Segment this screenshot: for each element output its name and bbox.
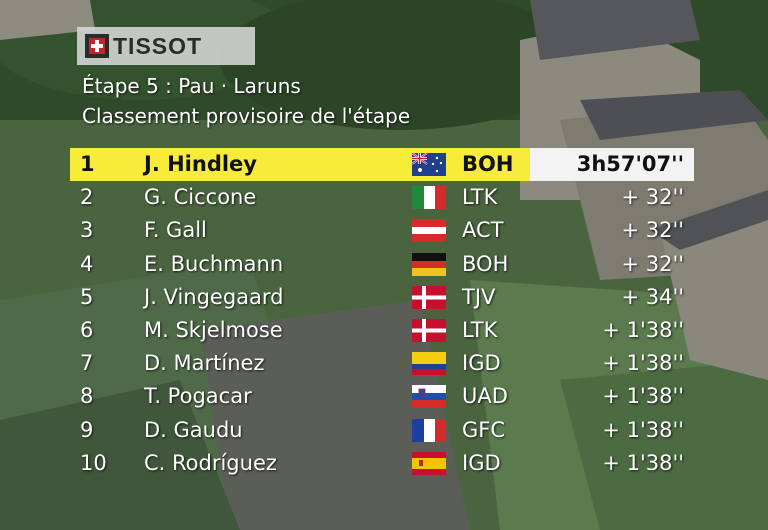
- rider-name: C. Rodríguez: [144, 450, 277, 475]
- team-code: GFC: [462, 417, 506, 442]
- standings-row: 6 M. Skjelmose LTK + 1'38'': [70, 314, 694, 347]
- team-code: LTK: [462, 318, 498, 342]
- standings-subtitle: Classement provisoire de l'étape: [82, 104, 411, 128]
- standings-row: 5 J. Vingegaard TJV + 34'': [70, 281, 694, 314]
- team-code: ACT: [462, 218, 504, 243]
- country-flag-icon: [412, 252, 446, 276]
- rank: 1: [80, 152, 95, 176]
- rider-name: M. Skjelmose: [144, 318, 283, 342]
- standings-row: 1 J. Hindley BOH 3h57'07'': [70, 148, 694, 181]
- country-flag-icon: [412, 352, 446, 376]
- standings-row: 3 F. Gall ACT + 32'': [70, 214, 694, 247]
- team-code: BOH: [462, 152, 514, 176]
- standings-row: 8 T. Pogacar UAD + 1'38'': [70, 380, 694, 413]
- rank: 2: [80, 185, 94, 210]
- country-flag-icon: [412, 319, 446, 342]
- rank: 3: [80, 218, 94, 243]
- country-flag-icon: [412, 385, 446, 409]
- rank: 6: [80, 318, 94, 342]
- team-code: BOH: [462, 251, 509, 276]
- leader-time: 3h57'07'': [576, 152, 684, 176]
- team-code: LTK: [462, 185, 498, 210]
- country-flag-icon: [412, 153, 446, 176]
- leader-time-box: 3h57'07'': [530, 148, 694, 181]
- country-flag-icon: [412, 186, 446, 210]
- time-gap: + 34'': [621, 284, 684, 309]
- country-flag-icon: [412, 285, 446, 309]
- rider-name: E. Buchmann: [144, 251, 284, 276]
- country-flag-icon: [412, 451, 446, 475]
- rider-name: J. Hindley: [144, 152, 257, 176]
- time-gap: + 1'38'': [602, 384, 684, 409]
- standings-row: 9 D. Gaudu GFC + 1'38'': [70, 414, 694, 447]
- time-gap: + 32'': [621, 218, 684, 243]
- time-gap: + 1'38'': [602, 417, 684, 442]
- country-flag-icon: [412, 219, 446, 243]
- rider-name: F. Gall: [144, 218, 207, 243]
- rider-name: J. Vingegaard: [144, 284, 284, 309]
- rider-name: D. Gaudu: [144, 417, 243, 442]
- standings-row: 2 G. Ciccone LTK + 32'': [70, 181, 694, 214]
- rank: 4: [80, 251, 94, 276]
- time-gap: + 1'38'': [602, 318, 684, 342]
- brand-name: TISSOT: [113, 32, 203, 59]
- team-code: IGD: [462, 450, 501, 475]
- rank: 10: [80, 450, 107, 475]
- team-code: UAD: [462, 384, 508, 409]
- rider-name: G. Ciccone: [144, 185, 257, 210]
- rank: 5: [80, 284, 94, 309]
- team-code: IGD: [462, 351, 501, 376]
- swiss-cross-icon: [85, 34, 109, 58]
- rider-name: D. Martínez: [144, 351, 265, 376]
- rank: 8: [80, 384, 94, 409]
- time-gap: + 32'': [621, 185, 684, 210]
- team-code: TJV: [462, 284, 496, 309]
- standings-row: 7 D. Martínez IGD + 1'38'': [70, 347, 694, 380]
- time-gap: + 1'38'': [602, 351, 684, 376]
- standings-row: 10 C. Rodríguez IGD + 1'38'': [70, 447, 694, 480]
- sponsor-logo: TISSOT: [77, 27, 255, 65]
- time-gap: + 32'': [621, 251, 684, 276]
- rider-name: T. Pogacar: [144, 384, 252, 409]
- rank: 9: [80, 417, 94, 442]
- standings-row: 4 E. Buchmann BOH + 32'': [70, 248, 694, 281]
- rank: 7: [80, 351, 94, 376]
- country-flag-icon: [412, 418, 446, 442]
- time-gap: + 1'38'': [602, 450, 684, 475]
- stage-title: Étape 5 : Pau · Laruns: [82, 74, 301, 98]
